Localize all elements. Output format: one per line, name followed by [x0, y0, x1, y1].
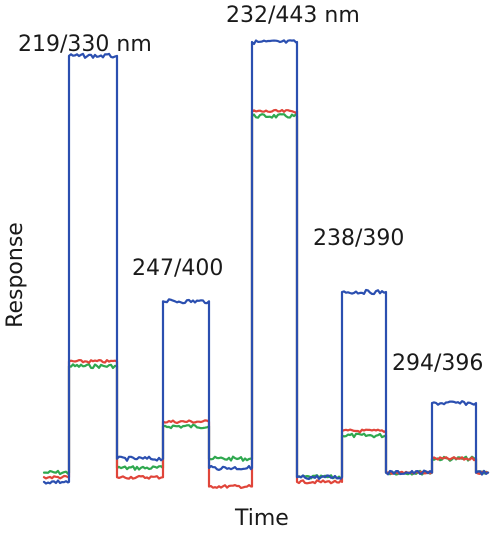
annotation-219-330: 219/330 nm [18, 32, 152, 57]
annotation-232-443: 232/443 nm [226, 3, 360, 28]
y-axis-title: Response [3, 222, 28, 328]
trace-blue [42, 39, 490, 485]
annotation-238-390: 238/390 [313, 226, 404, 251]
annotation-247-400: 247/400 [132, 256, 223, 281]
x-axis-title: Time [234, 506, 289, 531]
annotation-294-396: 294/396 [392, 351, 483, 376]
trace-layer [42, 39, 490, 489]
trace-red [42, 108, 490, 489]
trace-green [42, 113, 490, 480]
